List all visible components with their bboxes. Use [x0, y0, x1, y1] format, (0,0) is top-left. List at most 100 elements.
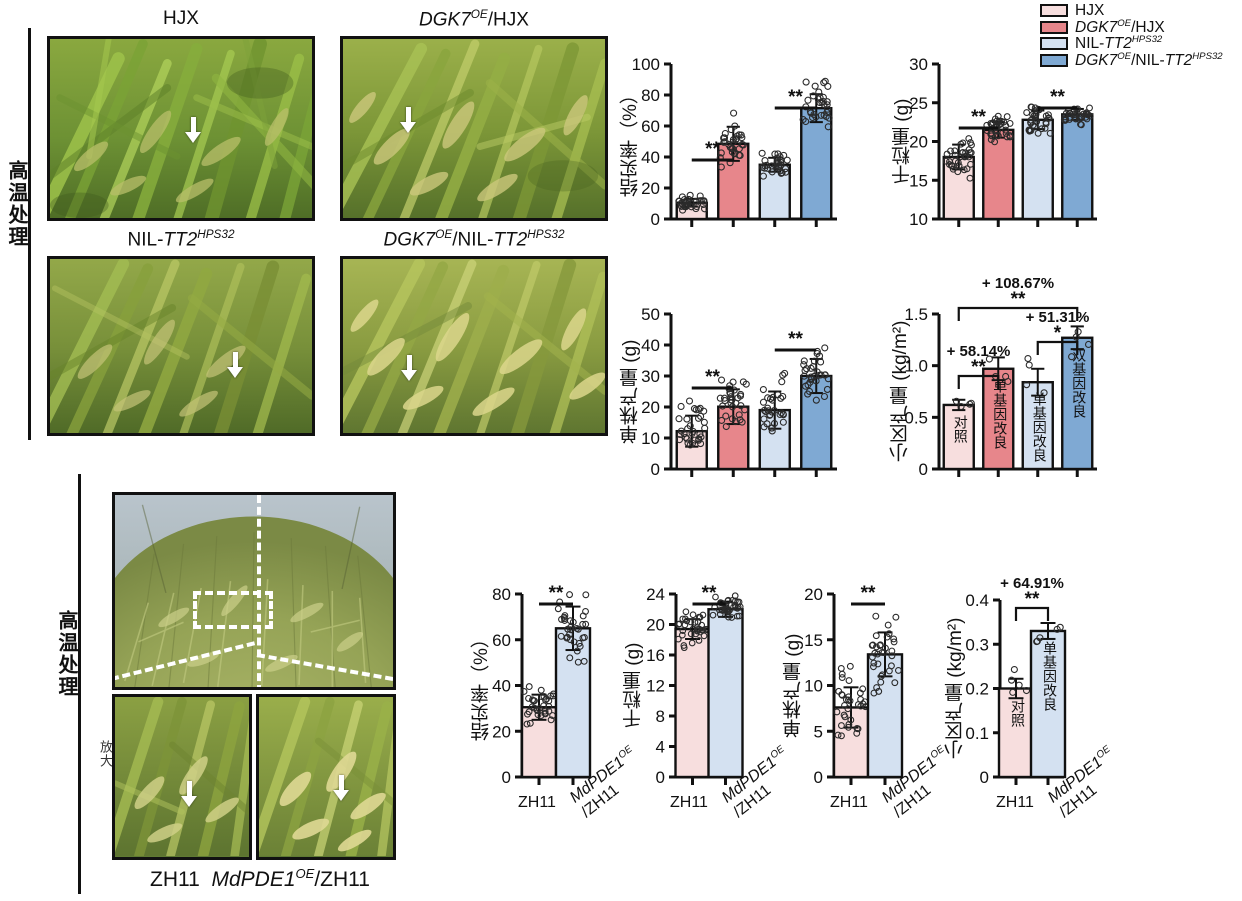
bar-group [716, 376, 750, 471]
chart-top-yield-per-plant: 0 10 20 30 40 50 ** ** 单株产量 (g) [620, 300, 845, 485]
photo-nil-tt2 [47, 256, 315, 436]
photo-title-dgk7-nil-tt2: DGK7OE/NIL-TT2HPS32 [383, 228, 565, 251]
percent-change-label: + 64.91% [1000, 575, 1064, 592]
x-category-label-zh11: ZH11 [996, 794, 1034, 811]
percent-change-label: + 108.67% [982, 275, 1054, 292]
significance-marker: * [1054, 323, 1062, 344]
legend-item: DGK7OE/HJX [1040, 19, 1223, 35]
y-tick-label: 80 [641, 86, 660, 105]
rice-canopy-image [50, 39, 312, 218]
y-axis-title: 千粒重 (g) [892, 98, 913, 185]
top-panel-rail [28, 28, 31, 440]
y-axis-title: 小区产量 (kg/m²) [890, 320, 911, 463]
zoom-region-label: 放大 [98, 740, 113, 768]
y-tick-label: 30 [909, 55, 928, 74]
legend-item: NIL-TT2HPS32 [1040, 34, 1223, 53]
significance-marker: ** [1050, 87, 1065, 108]
y-tick-label: 100 [632, 55, 660, 74]
significance-marker: ** [705, 367, 720, 388]
y-tick-label: 1.0 [904, 357, 928, 376]
chart-bottom-plot-yield: 0 0.1 0.2 0.3 0.4 ** + 64.91% 小区产量 (kg/m²) 对照 单基因… [945, 575, 1113, 821]
bottom-photo-caption: ZH11 MdPDE1OE/ZH11 [150, 866, 370, 891]
y-tick-label: 0.2 [965, 680, 989, 699]
chart-legend: HJX DGK7OE/HJX NIL-TT2HPS32 DGK7OE/NIL-T… [1040, 3, 1223, 69]
plot-area: 10 15 20 25 30 ** ** [909, 55, 1097, 229]
photo-zoom-zh11 [112, 694, 252, 860]
bar-group [758, 149, 791, 221]
y-tick-label: 15 [804, 631, 823, 650]
significance-marker: ** [971, 107, 986, 128]
bar-group [1060, 104, 1094, 221]
plot-area: 0 20 40 60 80 100 ** ** [632, 55, 837, 229]
legend-swatch-dgk7-hjx [1040, 20, 1068, 34]
significance-marker: ** [1025, 589, 1040, 610]
x-category-label-zh11: ZH11 [670, 794, 708, 811]
y-tick-label: 15 [909, 171, 928, 190]
significance-bracket [1014, 606, 1050, 621]
bar-group [866, 612, 904, 779]
bar-group [942, 135, 975, 221]
legend-label: NIL-TT2HPS32 [1075, 34, 1163, 53]
photo-title-hjx: HJX [163, 8, 199, 29]
bottom-panel-side-label: 高温处理 [55, 610, 77, 698]
bar-group [707, 592, 744, 779]
y-tick-label: 10 [909, 210, 928, 229]
y-tick-label: 60 [641, 117, 660, 136]
y-tick-label: 0 [814, 768, 823, 787]
bar-group [758, 369, 791, 471]
y-tick-label: 40 [641, 336, 660, 355]
bar-inline-label: 双基因改良 [1071, 347, 1088, 418]
significance-marker: ** [549, 583, 564, 604]
plot-area: 0 4 8 12 16 20 24 ** [646, 583, 744, 787]
y-tick-label: 20 [909, 133, 928, 152]
y-tick-label: 5 [814, 722, 823, 741]
bar-group [997, 665, 1035, 779]
legend-item: HJX [1040, 3, 1223, 19]
y-tick-label: 0.5 [904, 408, 928, 427]
rice-panicle-image [115, 697, 249, 856]
legend-swatch-dgk7-nil-tt2 [1040, 53, 1068, 67]
photo-dgk7-hjx [340, 36, 608, 221]
rice-panicle-image [259, 697, 393, 856]
bar-inline-label: 单基因改良 [992, 378, 1009, 449]
y-tick-label: 0.4 [965, 591, 989, 610]
bar-group [982, 112, 1015, 221]
photo-dgk7-nil-tt2 [340, 256, 608, 436]
bar-group [1029, 622, 1067, 779]
y-tick-label: 80 [492, 585, 511, 604]
y-axis-title: 结实率（%） [471, 629, 492, 742]
significance-marker: ** [861, 583, 876, 604]
plot-area: 0 20 40 60 80 ** [492, 583, 592, 787]
rice-canopy-image [343, 259, 605, 433]
bar-group [799, 77, 833, 221]
legend-swatch-nil-tt2 [1040, 37, 1068, 51]
percent-change-label: + 51.31% [1026, 309, 1090, 326]
bar-group [1061, 325, 1094, 471]
y-tick-label: 20 [804, 585, 823, 604]
y-tick-label: 1.5 [904, 305, 928, 324]
y-axis-title: 单株产量 (g) [620, 339, 641, 444]
significance-bracket [1036, 340, 1079, 355]
y-tick-label: 20 [641, 398, 660, 417]
bar-group [675, 397, 709, 471]
y-axis-title: 小区产量 (kg/m²) [945, 617, 966, 760]
rice-canopy-image [50, 259, 312, 433]
bar-group [800, 344, 833, 471]
significance-marker: ** [788, 329, 803, 350]
legend-label: HJX [1075, 2, 1105, 19]
y-axis-title: 千粒重 (g) [623, 642, 644, 729]
bottom-panel-rail [78, 474, 81, 894]
photo-zoom-mdpde1-zh11 [256, 694, 396, 860]
y-tick-label: 40 [492, 677, 511, 696]
y-tick-label: 0 [651, 460, 660, 479]
top-panel-side-label: 高温处理 [5, 160, 27, 248]
significance-marker: ** [1011, 289, 1026, 310]
y-tick-label: 24 [646, 585, 665, 604]
x-category-label-zh11: ZH11 [518, 794, 556, 811]
y-tick-label: 12 [646, 677, 665, 696]
photo-hjx [47, 36, 315, 221]
y-tick-label: 0 [980, 768, 989, 787]
bar-group [1021, 103, 1054, 221]
photo-title-dgk7-hjx: DGK7OE/HJX [419, 8, 529, 31]
